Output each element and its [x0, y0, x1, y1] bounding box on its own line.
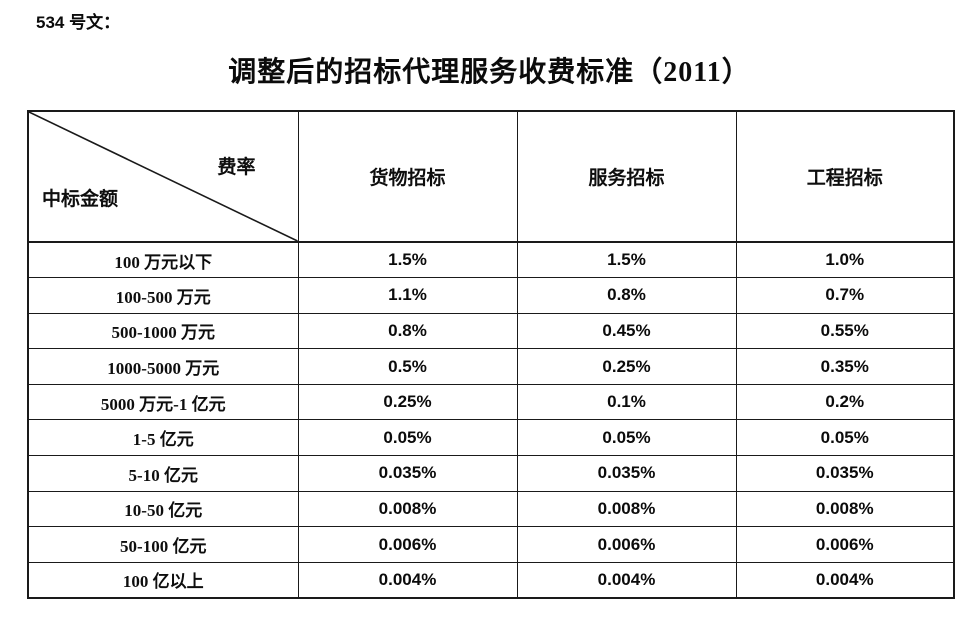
- goods-rate-cell: 1.1%: [297, 277, 518, 314]
- header-row: 费率 中标金额 货物招标 服务招标 工程招标: [27, 110, 955, 243]
- column-header-service: 服务招标: [516, 110, 737, 243]
- table-row: 10-50 亿元 0.008% 0.008% 0.008%: [27, 490, 955, 528]
- table-row: 100 亿以上 0.004% 0.004% 0.004%: [27, 561, 955, 599]
- amount-tier-cell: 500-1000 万元: [27, 312, 299, 350]
- page-title: 调整后的招标代理服务收费标准（2011）: [228, 57, 751, 88]
- service-rate-cell: 0.1%: [516, 383, 737, 421]
- engineering-rate-cell: 0.05%: [735, 419, 955, 457]
- service-rate-cell: 0.004%: [516, 561, 737, 599]
- amount-tier-cell: 100-500 万元: [27, 277, 299, 314]
- goods-rate-cell: 0.006%: [297, 526, 518, 563]
- service-rate-cell: 0.25%: [516, 348, 737, 385]
- goods-rate-cell: 0.5%: [297, 348, 518, 385]
- engineering-rate-cell: 0.35%: [735, 348, 955, 385]
- goods-rate-cell: 1.5%: [297, 241, 518, 279]
- fee-table-body: 100 万元以下 1.5% 1.5% 1.0% 100-500 万元 1.1% …: [27, 241, 955, 599]
- goods-rate-cell: 0.25%: [297, 383, 518, 421]
- column-header-engineering: 工程招标: [735, 110, 955, 243]
- service-rate-cell: 0.8%: [516, 277, 737, 314]
- amount-tier-cell: 1-5 亿元: [27, 419, 299, 457]
- goods-rate-cell: 0.05%: [297, 419, 518, 457]
- fee-standard-table: 费率 中标金额 货物招标 服务招标 工程招标 100 万元以下 1.5% 1.5…: [27, 110, 955, 599]
- corner-label-rate: 费率: [217, 157, 256, 178]
- amount-tier-cell: 100 万元以下: [27, 241, 299, 279]
- engineering-rate-cell: 0.008%: [735, 490, 955, 528]
- diagonal-divider-line: [29, 112, 298, 241]
- engineering-rate-cell: 0.2%: [735, 383, 955, 421]
- goods-rate-cell: 0.008%: [297, 490, 518, 528]
- document-ref-label: 534 号文：: [36, 13, 121, 32]
- engineering-rate-cell: 0.006%: [735, 526, 955, 563]
- amount-tier-cell: 5000 万元-1 亿元: [27, 383, 299, 421]
- engineering-rate-cell: 0.55%: [735, 312, 955, 350]
- diagonal-corner-cell: 费率 中标金额: [27, 110, 299, 243]
- amount-tier-cell: 5-10 亿元: [27, 455, 299, 492]
- column-header-goods: 货物招标: [297, 110, 518, 243]
- engineering-rate-cell: 1.0%: [735, 241, 955, 279]
- table-row: 100-500 万元 1.1% 0.8% 0.7%: [27, 277, 955, 314]
- engineering-rate-cell: 0.004%: [735, 561, 955, 599]
- amount-tier-cell: 50-100 亿元: [27, 526, 299, 563]
- engineering-rate-cell: 0.7%: [735, 277, 955, 314]
- amount-tier-cell: 100 亿以上: [27, 561, 299, 599]
- service-rate-cell: 0.008%: [516, 490, 737, 528]
- amount-tier-cell: 1000-5000 万元: [27, 348, 299, 385]
- goods-rate-cell: 0.035%: [297, 455, 518, 492]
- table-row: 500-1000 万元 0.8% 0.45% 0.55%: [27, 312, 955, 350]
- service-rate-cell: 0.45%: [516, 312, 737, 350]
- goods-rate-cell: 0.004%: [297, 561, 518, 599]
- corner-label-bid-amount: 中标金额: [42, 189, 119, 210]
- table-row: 5-10 亿元 0.035% 0.035% 0.035%: [27, 455, 955, 492]
- service-rate-cell: 1.5%: [516, 241, 737, 279]
- engineering-rate-cell: 0.035%: [735, 455, 955, 492]
- table-row: 50-100 亿元 0.006% 0.006% 0.006%: [27, 526, 955, 563]
- service-rate-cell: 0.035%: [516, 455, 737, 492]
- table-row: 5000 万元-1 亿元 0.25% 0.1% 0.2%: [27, 383, 955, 421]
- service-rate-cell: 0.05%: [516, 419, 737, 457]
- goods-rate-cell: 0.8%: [297, 312, 518, 350]
- service-rate-cell: 0.006%: [516, 526, 737, 563]
- table-row: 1000-5000 万元 0.5% 0.25% 0.35%: [27, 348, 955, 385]
- table-row: 1-5 亿元 0.05% 0.05% 0.05%: [27, 419, 955, 457]
- amount-tier-cell: 10-50 亿元: [27, 490, 299, 528]
- table-row: 100 万元以下 1.5% 1.5% 1.0%: [27, 241, 955, 279]
